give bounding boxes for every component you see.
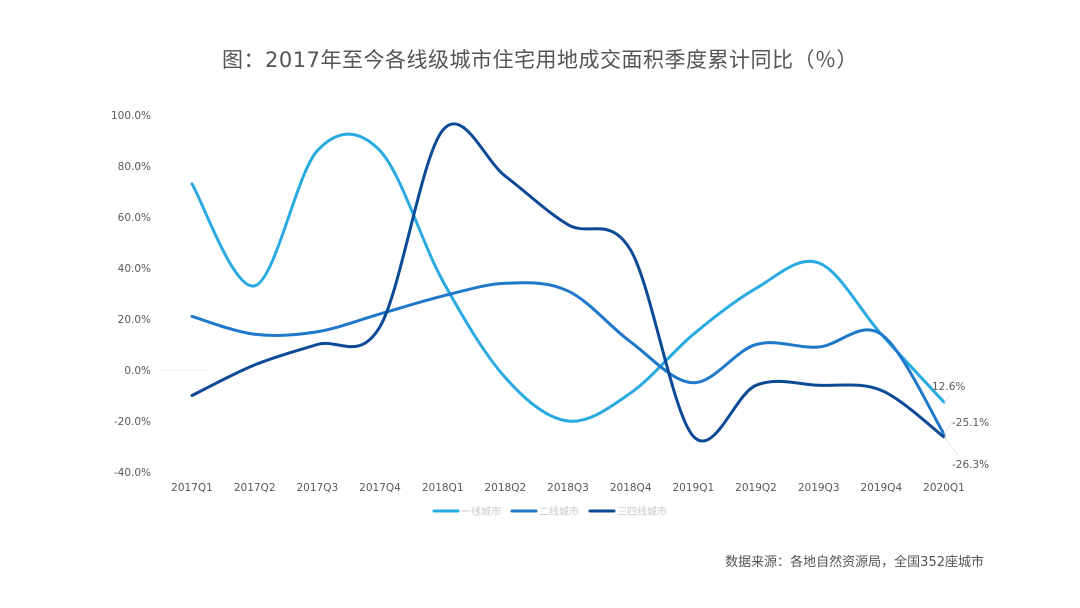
x-tick-label: 2017Q4 xyxy=(359,482,401,494)
series-line-3 xyxy=(190,122,946,443)
y-tick-label: -40.0% xyxy=(114,467,151,479)
chart-title: 图：2017年至今各线级城市住宅用地成交面积季度累计同比（％） xyxy=(222,48,858,72)
series-layer xyxy=(190,122,946,443)
legend-label: 三四线城市 xyxy=(617,505,667,518)
y-tick-label: 0.0% xyxy=(124,365,151,377)
x-tick-label: 2017Q1 xyxy=(171,482,213,494)
x-tick-label: 2018Q3 xyxy=(547,482,589,494)
y-axis: 100.0% 80.0% 60.0% 40.0% 20.0% 0.0% -20.0% -40.… xyxy=(111,110,210,479)
x-tick-label: 2019Q2 xyxy=(735,482,777,494)
x-tick-label: 2018Q2 xyxy=(484,482,526,494)
y-tick-label: 100.0% xyxy=(111,110,151,122)
annotation-layer: 12.6% -25.1% -26.3% xyxy=(932,381,989,471)
series-line-2 xyxy=(190,281,946,436)
x-axis: 2017Q1 2017Q2 2017Q3 2017Q4 2018Q1 2018Q2 2018… xyxy=(171,482,965,494)
legend-label: 一线城市 xyxy=(461,505,501,518)
y-tick-label: 60.0% xyxy=(118,212,151,224)
annotation-leader xyxy=(943,436,959,456)
legend-label: 二线城市 xyxy=(539,505,579,518)
y-tick-label: -20.0% xyxy=(114,416,151,428)
x-tick-label: 2019Q4 xyxy=(860,482,902,494)
y-tick-label: 20.0% xyxy=(118,314,151,326)
x-tick-label: 2019Q1 xyxy=(672,482,714,494)
x-tick-label: 2018Q4 xyxy=(610,482,652,494)
x-tick-label: 2017Q3 xyxy=(296,482,338,494)
legend: 一线城市 二线城市 三四线城市 xyxy=(432,505,667,518)
annotation-leader xyxy=(943,395,951,403)
x-tick-label: 2019Q3 xyxy=(798,482,840,494)
y-tick-label: 40.0% xyxy=(118,263,151,275)
annotation-leader xyxy=(943,421,953,435)
x-tick-label: 2020Q1 xyxy=(923,482,965,494)
data-source-note: 数据来源：各地自然资源局，全国352座城市 xyxy=(725,555,984,570)
x-tick-label: 2018Q1 xyxy=(422,482,464,494)
x-tick-label: 2017Q2 xyxy=(234,482,276,494)
series-line-1 xyxy=(190,132,946,423)
data-label: -26.3% xyxy=(952,459,989,471)
y-tick-label: 80.0% xyxy=(118,161,151,173)
data-label: -25.1% xyxy=(952,417,989,429)
data-label: 12.6% xyxy=(932,381,965,393)
